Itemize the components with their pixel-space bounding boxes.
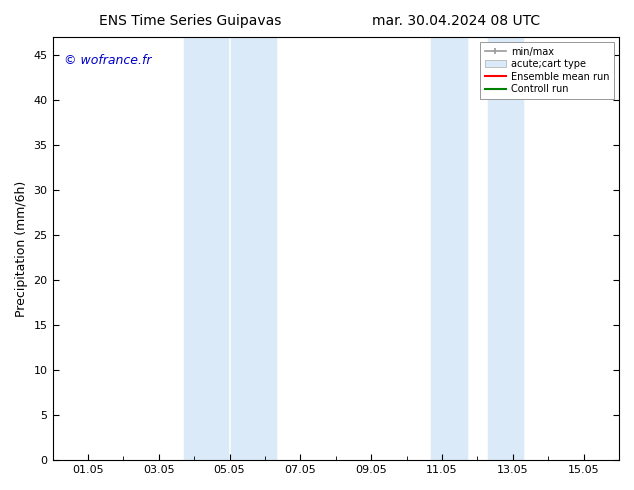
Bar <box>183 37 228 460</box>
Text: ENS Time Series Guipavas: ENS Time Series Guipavas <box>99 14 281 28</box>
Legend: min/max, acute;cart type, Ensemble mean run, Controll run: min/max, acute;cart type, Ensemble mean … <box>480 42 614 99</box>
Text: mar. 30.04.2024 08 UTC: mar. 30.04.2024 08 UTC <box>372 14 541 28</box>
Text: © wofrance.fr: © wofrance.fr <box>64 54 152 67</box>
Bar <box>231 37 276 460</box>
Bar <box>488 37 524 460</box>
Bar <box>431 37 467 460</box>
Y-axis label: Precipitation (mm/6h): Precipitation (mm/6h) <box>15 180 28 317</box>
